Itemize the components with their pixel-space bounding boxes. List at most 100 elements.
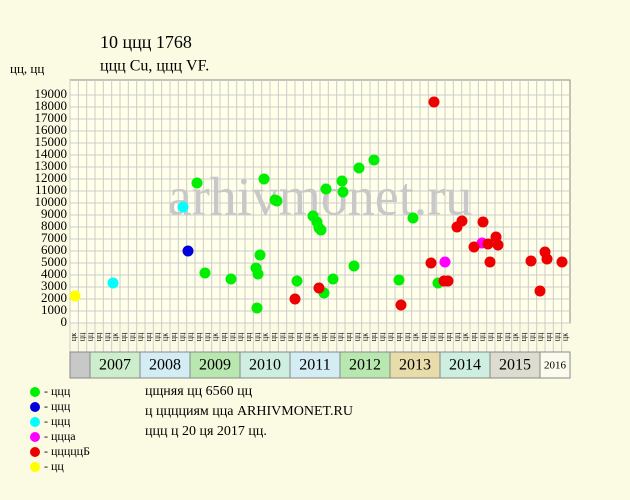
y-tick-label: 1000 <box>41 302 67 317</box>
point <box>468 241 480 253</box>
period-label: цц <box>219 332 228 341</box>
point <box>177 201 189 213</box>
y-tick-label: 5000 <box>41 254 67 269</box>
period-label: цц <box>536 332 545 341</box>
point <box>439 256 451 268</box>
point <box>477 216 489 228</box>
period-label: цк <box>261 333 270 341</box>
period-label: цк <box>461 333 470 341</box>
point <box>69 290 81 302</box>
period-label: цц <box>77 332 86 341</box>
y-tick-label: 9000 <box>41 206 67 221</box>
point <box>541 253 553 265</box>
period-label: цц <box>169 332 178 341</box>
point <box>107 277 119 289</box>
period-label: цц <box>152 332 161 341</box>
y-tick-label: 16000 <box>35 122 68 137</box>
period-label: цц <box>502 332 511 341</box>
point <box>393 274 405 286</box>
period-label: цц <box>386 332 395 341</box>
y-tick-label: 17000 <box>35 110 68 125</box>
point <box>225 273 237 285</box>
point <box>348 260 360 272</box>
y-tick-label: 10000 <box>35 194 68 209</box>
year-cell <box>339 351 391 379</box>
year-cell <box>189 351 241 379</box>
period-label: цк <box>561 333 570 341</box>
point <box>291 275 303 287</box>
period-label: цц <box>427 332 436 341</box>
legend-label: - ццц <box>44 399 71 413</box>
point <box>289 293 301 305</box>
period-label: цц <box>119 332 128 341</box>
period-label: цц <box>186 332 195 341</box>
point <box>254 249 266 261</box>
year-label: 2016 <box>544 360 567 372</box>
period-label: цц <box>236 332 245 341</box>
y-tick-label: 12000 <box>35 170 68 185</box>
legend-label: - ццц <box>44 414 71 428</box>
y-tick-label: 15000 <box>35 134 68 149</box>
point <box>484 256 496 268</box>
period-label: цц <box>136 332 145 341</box>
legend-marker <box>30 387 40 397</box>
year-cell <box>489 351 541 379</box>
year-label: 2009 <box>199 357 231 374</box>
point <box>456 215 468 227</box>
point <box>482 238 494 250</box>
period-label: цц <box>377 332 386 341</box>
year-label: 2008 <box>149 357 181 374</box>
y-tick-label: 19000 <box>35 86 68 101</box>
period-label: цц <box>286 332 295 341</box>
point <box>428 96 440 108</box>
y-axis-label: цц, цц <box>10 61 44 76</box>
year-label: 2014 <box>449 357 481 374</box>
period-label: цц <box>436 332 445 341</box>
year-label: 2010 <box>249 357 281 374</box>
period-label: цц <box>102 332 111 341</box>
period-label: цк <box>511 333 520 341</box>
period-label: цц <box>327 332 336 341</box>
year-cell <box>389 351 441 379</box>
point <box>199 267 211 279</box>
legend-label: - цц <box>44 459 64 473</box>
y-tick-label: 18000 <box>35 98 68 113</box>
y-tick-label: 11000 <box>35 182 67 197</box>
legend-label: - цццa <box>44 429 76 443</box>
point <box>407 212 419 224</box>
period-label: цц <box>302 332 311 341</box>
point <box>320 183 332 195</box>
year-label: 2015 <box>499 357 531 374</box>
period-label: цц <box>194 332 203 341</box>
legend-marker <box>30 432 40 442</box>
period-label: цц <box>527 332 536 341</box>
period-label: цк <box>361 333 370 341</box>
period-label: цц <box>252 332 261 341</box>
period-label: цц <box>469 332 478 341</box>
year-label: 2012 <box>349 357 381 374</box>
period-label: цц <box>227 332 236 341</box>
year-label: 2011 <box>299 357 330 374</box>
chart-title: 10 ццц 1768 <box>100 32 192 52</box>
year-cell <box>439 351 491 379</box>
year-cell <box>139 351 191 379</box>
y-tick-label: 6000 <box>41 242 67 257</box>
watermark: arhivmonet.ru <box>168 166 472 226</box>
period-label: цц <box>544 332 553 341</box>
period-label: цц <box>269 332 278 341</box>
y-tick-label: 8000 <box>41 218 67 233</box>
note: ццц ц 20 ця 2017 цц. <box>145 424 267 439</box>
period-label: цц <box>127 332 136 341</box>
period-label: цк <box>111 333 120 341</box>
year-label: 2013 <box>399 357 431 374</box>
point <box>182 245 194 257</box>
period-label: цц <box>144 332 153 341</box>
period-label: цц <box>294 332 303 341</box>
note: ц цццциям цца ARHIVMONET.RU <box>145 404 353 419</box>
period-label: цц <box>394 332 403 341</box>
point <box>336 175 348 187</box>
period-label: цц <box>552 332 561 341</box>
period-label: цц <box>344 332 353 341</box>
period-label: цц <box>369 332 378 341</box>
